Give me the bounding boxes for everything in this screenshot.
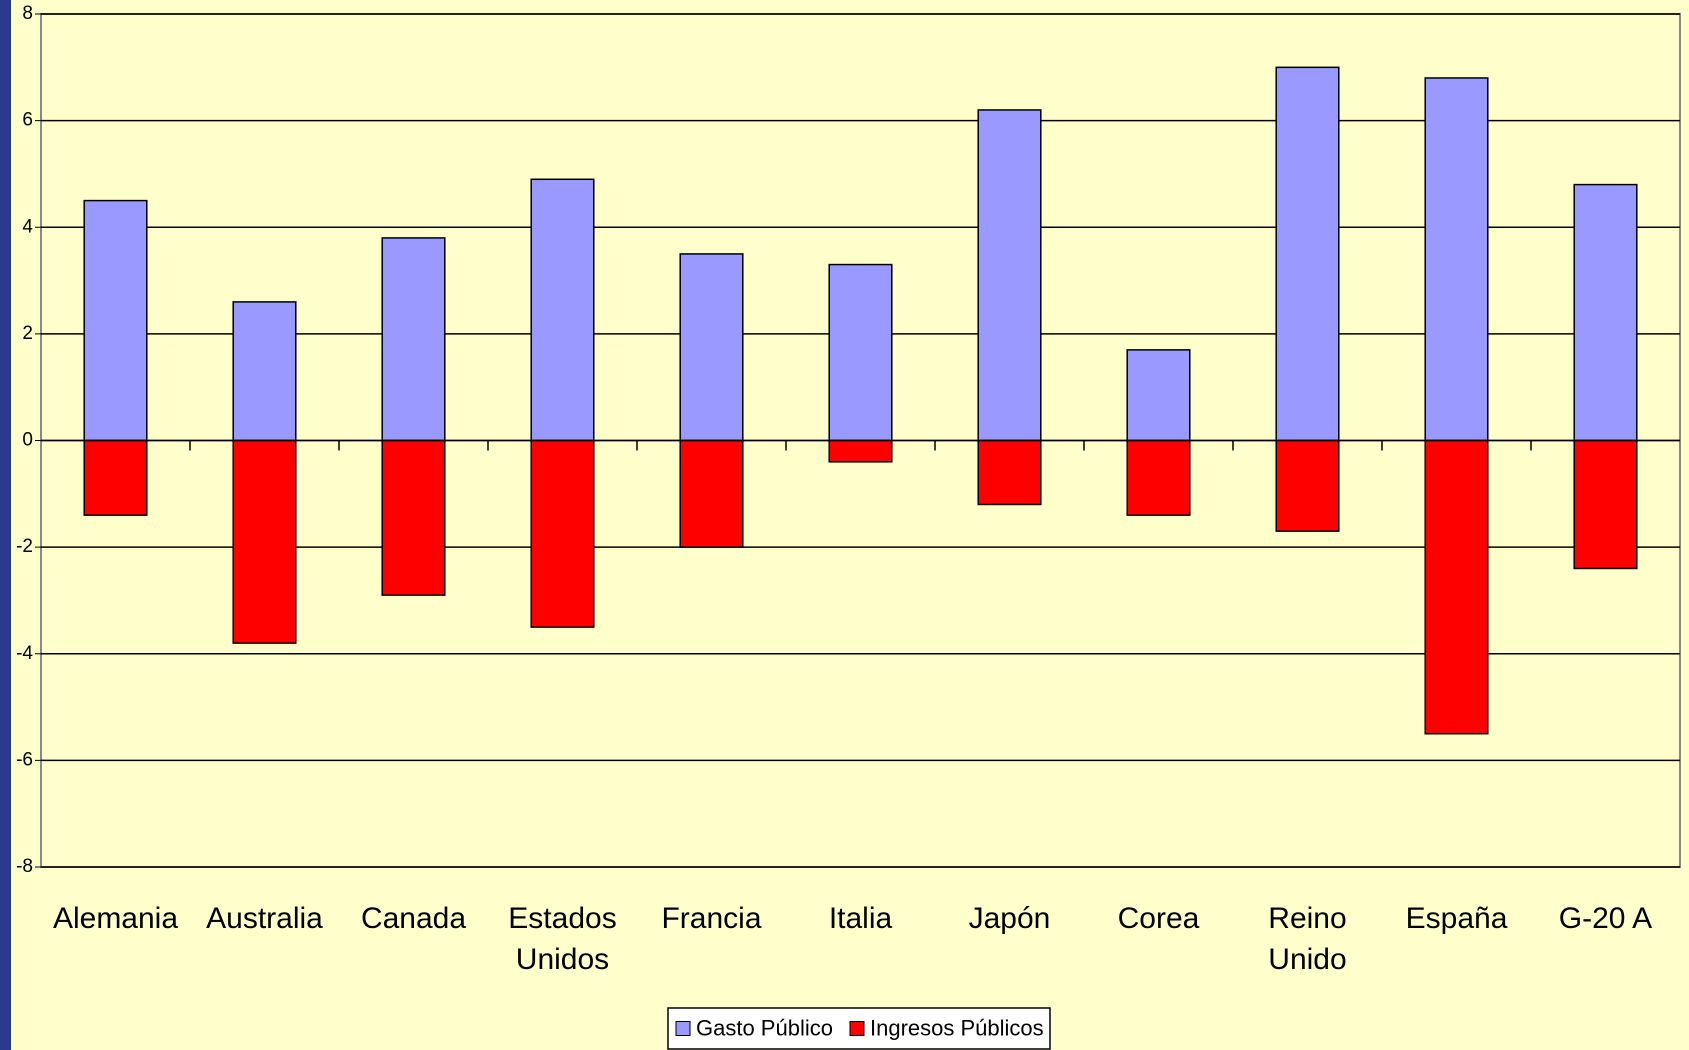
legend-swatch: [675, 1021, 691, 1036]
y-tick-label: -6: [16, 749, 33, 770]
y-tick-label: -8: [16, 856, 33, 877]
x-tick-label: Japón: [968, 902, 1051, 935]
bar: [828, 439, 893, 463]
y-tick-label: 6: [22, 110, 33, 131]
bar: [381, 237, 446, 442]
y-tick-label: 0: [22, 430, 33, 451]
x-tick-label: España: [1405, 902, 1508, 935]
bar: [83, 439, 148, 516]
bar: [1126, 349, 1191, 442]
legend-label: Ingresos Públicos: [870, 1015, 1044, 1040]
x-tick-label: Canada: [360, 902, 467, 935]
bar: [1573, 183, 1638, 442]
y-tick-label: 2: [22, 323, 33, 344]
y-tick-label: -4: [16, 643, 33, 664]
bar: [1275, 66, 1340, 442]
x-tick-label: Reino Unido: [1268, 902, 1347, 976]
x-tick-label: Italia: [828, 902, 893, 935]
x-tick-label: Corea: [1117, 902, 1200, 935]
bar: [530, 178, 595, 442]
x-tick-label: Francia: [661, 902, 762, 935]
x-tick-label: Australia: [206, 902, 323, 935]
bar: [1573, 439, 1638, 570]
bar: [1424, 77, 1489, 442]
bar: [1275, 439, 1340, 532]
bar: [381, 439, 446, 596]
legend-label: Gasto Público: [696, 1015, 833, 1040]
legend-swatch: [849, 1021, 865, 1036]
y-tick-label: -2: [16, 536, 33, 557]
bar: [1126, 439, 1191, 516]
bar: [232, 301, 297, 442]
bar: [977, 109, 1042, 442]
x-tick-label: Estados Unidos: [508, 902, 617, 976]
bar: [83, 199, 148, 442]
bar: [679, 253, 744, 442]
bar: [530, 439, 595, 628]
x-tick-label: G-20 A: [1558, 902, 1653, 935]
y-tick-label: 4: [22, 216, 33, 237]
bar: [977, 439, 1042, 506]
y-tick-label: 8: [22, 3, 33, 24]
x-tick-label: Alemania: [52, 902, 179, 935]
bar: [1424, 439, 1489, 735]
bar: [828, 263, 893, 442]
bar: [679, 439, 744, 548]
side-strip: [0, 0, 11, 1050]
bar: [232, 439, 297, 644]
